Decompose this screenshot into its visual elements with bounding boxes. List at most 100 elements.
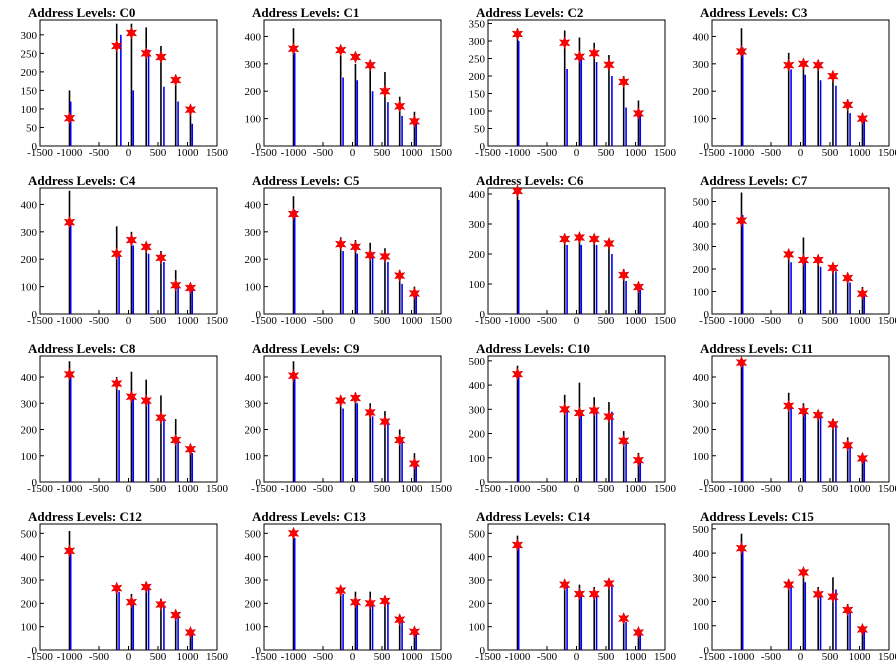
histogram-bar: [339, 55, 342, 146]
x-tick-label: 1500: [878, 651, 896, 663]
y-tick-label: 400: [21, 552, 38, 564]
histogram-bar: [740, 192, 743, 314]
x-tick-label: -1000: [729, 483, 755, 495]
histogram-bar: [130, 371, 133, 482]
y-tick-label: 400: [245, 372, 262, 384]
y-tick-label: 200: [693, 597, 710, 609]
histogram-bar: [563, 30, 566, 146]
x-tick-label: -1500: [251, 483, 277, 495]
star-marker: [408, 456, 421, 471]
histogram-bar: [611, 76, 613, 146]
histogram-bar: [608, 55, 610, 146]
x-tick-label: 0: [798, 315, 804, 327]
x-tick-label: 1500: [206, 147, 229, 159]
x-tick-label: 1000: [625, 651, 648, 663]
histogram-bar: [356, 253, 359, 314]
histogram-bar: [835, 85, 837, 146]
star-marker: [558, 36, 571, 50]
y-tick-label: 100: [21, 104, 38, 116]
y-tick-label: 300: [693, 242, 710, 254]
star-marker: [812, 253, 824, 267]
histogram-bar: [740, 533, 743, 650]
star-marker: [827, 69, 839, 83]
y-tick-label: 300: [21, 30, 38, 42]
chart-plot: 0 50 100 150 200 250 300 -1500 -1000 -500 0 500 1000…: [21, 19, 229, 159]
star-marker: [511, 367, 524, 381]
x-tick-label: 500: [374, 651, 391, 663]
star-marker: [110, 376, 123, 391]
star-marker: [125, 595, 138, 609]
y-tick-label: 300: [469, 36, 486, 48]
star-marker: [334, 43, 347, 57]
histogram-bar: [147, 589, 150, 650]
star-marker: [155, 411, 167, 425]
histogram-bar: [371, 601, 374, 650]
y-tick-label: 100: [21, 622, 38, 634]
histogram-bar: [371, 416, 374, 482]
x-tick-label: -500: [313, 483, 334, 495]
x-tick-label: 0: [574, 651, 580, 663]
histogram-bar: [191, 631, 194, 650]
x-tick-label: 1000: [625, 315, 648, 327]
histogram-bar: [398, 615, 401, 650]
histogram-bar: [293, 538, 296, 650]
histogram-bar: [339, 237, 342, 314]
chart-title: Address Levels: C7: [700, 173, 808, 188]
histogram-bar: [817, 587, 819, 650]
x-tick-label: 1000: [177, 483, 200, 495]
chart-title: Address Levels: C4: [28, 173, 136, 188]
histogram-bar: [132, 601, 135, 650]
histogram-bar: [115, 226, 118, 314]
y-tick-label: 250: [469, 54, 486, 66]
histogram-bar: [130, 594, 133, 650]
x-tick-label: 500: [822, 651, 839, 663]
chart-title: Address Levels: C3: [700, 5, 808, 20]
star-marker: [349, 240, 362, 254]
y-tick-label: 400: [469, 380, 486, 392]
histogram-bar: [356, 403, 359, 482]
star-marker: [632, 625, 645, 640]
x-tick-label: 1500: [654, 483, 677, 495]
x-tick-label: 1000: [401, 315, 424, 327]
histogram-bar: [580, 245, 583, 314]
x-tick-label: -1500: [251, 651, 277, 663]
histogram-bar: [819, 416, 822, 482]
star-marker: [63, 544, 76, 558]
histogram-bar: [846, 99, 849, 146]
star-marker: [841, 98, 854, 112]
x-tick-label: -1500: [699, 147, 725, 159]
y-tick-label: 200: [245, 425, 262, 437]
histogram-bar: [802, 403, 805, 482]
x-tick-label: -1000: [57, 147, 83, 159]
histogram-bar: [637, 100, 640, 146]
star-marker: [588, 403, 600, 418]
x-tick-label: 500: [150, 315, 167, 327]
y-tick-label: 300: [245, 59, 262, 71]
histogram-bar: [292, 28, 295, 146]
star-marker: [603, 409, 615, 424]
chart-title: Address Levels: C1: [252, 5, 360, 20]
x-tick-label: -500: [761, 147, 782, 159]
histogram-bar: [339, 587, 342, 650]
chart-panel: Address Levels: C11 0 100 200 300 400 -1500 -10…: [672, 336, 896, 504]
histogram-bar: [516, 535, 519, 650]
x-tick-label: 0: [350, 483, 356, 495]
histogram-bar: [517, 41, 520, 146]
histogram-bar: [115, 23, 118, 146]
y-tick-label: 400: [693, 31, 710, 43]
x-tick-label: 500: [822, 315, 839, 327]
star-marker: [617, 611, 630, 626]
histogram-bar: [68, 190, 71, 314]
histogram-bar: [401, 283, 403, 314]
y-tick-label: 300: [469, 575, 486, 587]
histogram-bar: [639, 114, 642, 146]
histogram-bar: [147, 253, 150, 314]
star-marker: [140, 580, 152, 594]
x-tick-label: 0: [798, 483, 804, 495]
histogram-bar: [832, 264, 834, 314]
histogram-bar: [595, 245, 598, 314]
histogram-bar: [68, 531, 71, 650]
y-tick-label: 500: [693, 197, 710, 209]
y-tick-label: 500: [469, 356, 486, 368]
histogram-bar: [802, 577, 805, 650]
